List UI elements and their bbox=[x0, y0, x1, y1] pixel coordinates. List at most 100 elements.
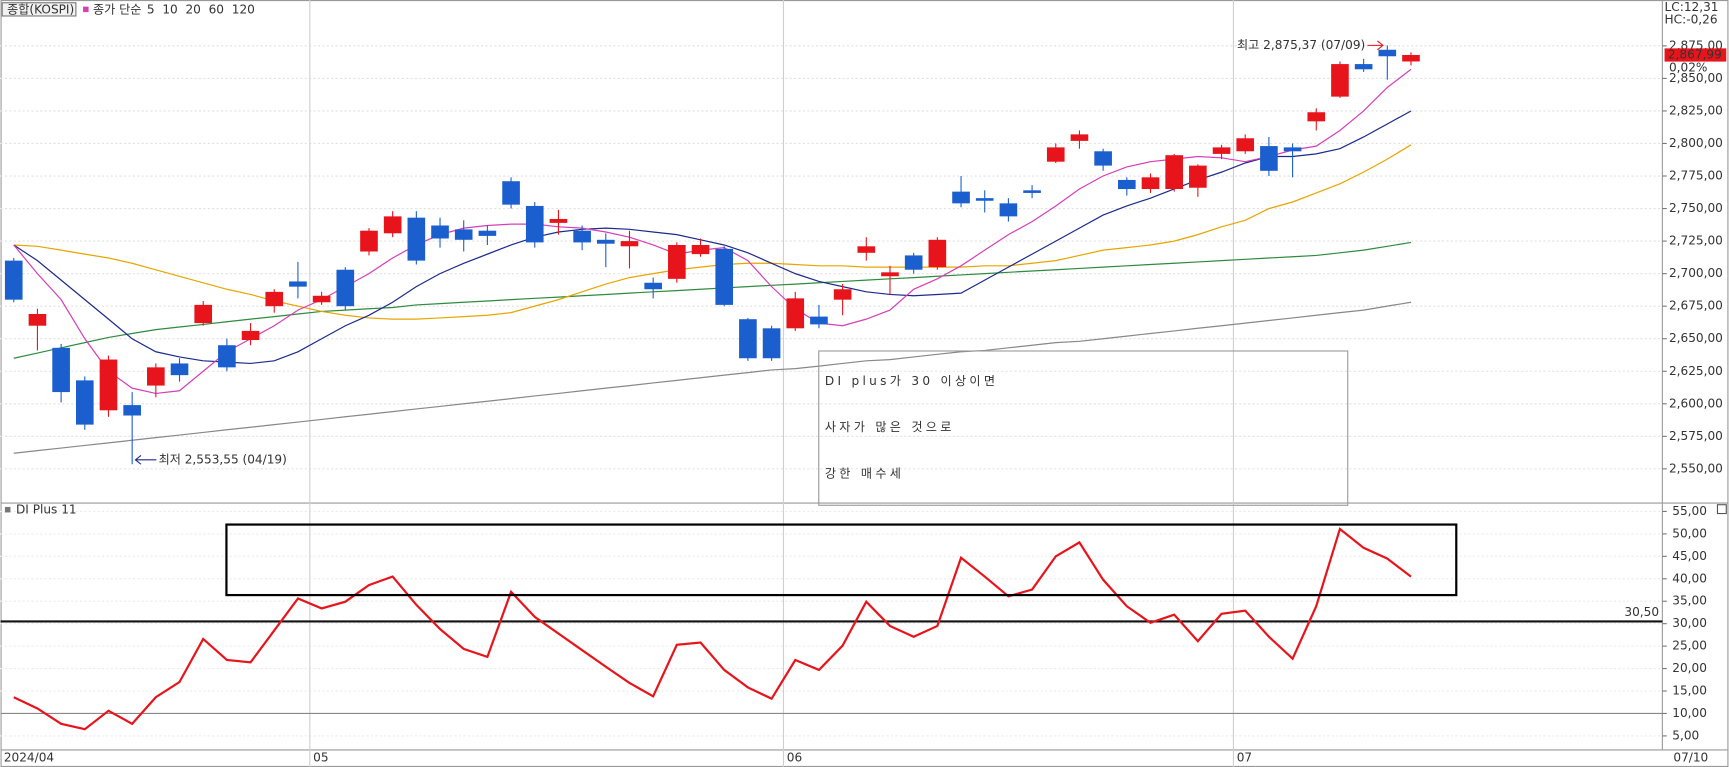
candle-body bbox=[1165, 155, 1183, 190]
x-tick-label: 2024/04 bbox=[4, 751, 55, 765]
legend-entry: 5 bbox=[147, 2, 155, 16]
change: 0,02% bbox=[1669, 61, 1707, 75]
ma-label: 종가 단순 bbox=[93, 2, 141, 16]
legend-entry: 10 bbox=[162, 2, 177, 16]
y-tick-label: 5,00 bbox=[1672, 728, 1699, 742]
candle-body bbox=[952, 191, 970, 204]
candle-body bbox=[218, 345, 236, 368]
candle-body bbox=[596, 239, 615, 244]
y-tick-label: 55,00 bbox=[1672, 504, 1707, 518]
candle-body bbox=[194, 304, 213, 324]
candle-body bbox=[715, 248, 734, 305]
lc-label: LC:12,31 bbox=[1665, 0, 1719, 14]
y-tick-label: 50,00 bbox=[1672, 526, 1707, 540]
candle-body bbox=[1189, 165, 1207, 188]
highlight-box bbox=[225, 523, 1458, 597]
high-label: 최고 2,875,37 (07/09) bbox=[1237, 38, 1365, 52]
candle-body bbox=[502, 181, 520, 205]
candle-body bbox=[1046, 147, 1065, 162]
candle-body bbox=[4, 260, 23, 300]
y-tick-label: 2,825,00 bbox=[1669, 103, 1723, 117]
candle-body bbox=[170, 363, 189, 376]
candle-body bbox=[28, 313, 47, 326]
y-tick-label: 2,700,00 bbox=[1669, 266, 1723, 280]
candle-body bbox=[1212, 147, 1231, 154]
candle-body bbox=[1378, 49, 1397, 57]
hc-label: HC:-0,26 bbox=[1665, 12, 1718, 26]
candle-body bbox=[668, 245, 686, 279]
y-tick-label: 2,775,00 bbox=[1669, 169, 1723, 183]
y-tick-label: 45,00 bbox=[1672, 549, 1707, 563]
candle-body bbox=[454, 229, 473, 240]
candle-body bbox=[123, 405, 141, 416]
high-arrow bbox=[1367, 40, 1384, 51]
candle-body bbox=[1307, 112, 1326, 122]
x-end-label: 07/10 bbox=[1673, 751, 1708, 765]
y-tick-label: 2,625,00 bbox=[1669, 364, 1723, 378]
x-tick-label: 07 bbox=[1237, 751, 1252, 765]
overlay: 종합(KOSPI) 종가 단순 5 10 20 60 120 DI Plus 11 최고 2,8… bbox=[1, 0, 1727, 517]
legend-entry: 20 bbox=[185, 2, 200, 16]
index-box bbox=[1, 2, 77, 17]
marks: 30,50 bbox=[0, 45, 1663, 731]
y-tick-label: 2,650,00 bbox=[1669, 331, 1723, 345]
candle-body bbox=[431, 225, 449, 239]
y-tick-label: 40,00 bbox=[1672, 571, 1707, 585]
y-tick-label: 2,800,00 bbox=[1669, 136, 1723, 150]
candle-body bbox=[383, 216, 402, 234]
candle-body bbox=[833, 289, 852, 300]
candle-body bbox=[407, 217, 426, 261]
candle-body bbox=[1117, 179, 1136, 190]
candle-body bbox=[478, 230, 497, 236]
candle-body bbox=[312, 295, 331, 303]
y-tick-label: 30,00 bbox=[1672, 616, 1707, 630]
y-tick-label: 2,575,00 bbox=[1669, 429, 1723, 443]
legend-entry: 120 bbox=[232, 2, 255, 16]
y-tick-label: 2,750,00 bbox=[1669, 201, 1723, 215]
note-text: 사자가 많은 것으로 bbox=[825, 420, 955, 434]
candle-body bbox=[99, 359, 118, 411]
low-label: 최저 2,553,55 (04/19) bbox=[159, 452, 287, 466]
note-box bbox=[818, 350, 1349, 506]
candle-body bbox=[1094, 151, 1112, 166]
candle-body bbox=[1070, 134, 1089, 141]
candle-body bbox=[904, 255, 923, 270]
panel-icon bbox=[1716, 504, 1727, 515]
last-price: 2,867,99 bbox=[1668, 47, 1722, 61]
candle-body bbox=[52, 347, 70, 393]
candle-body bbox=[75, 380, 94, 425]
y-tick-label: 15,00 bbox=[1672, 684, 1707, 698]
candle-body bbox=[525, 205, 544, 243]
candle-body bbox=[1260, 146, 1278, 171]
legend-marker bbox=[83, 6, 89, 13]
candle-body bbox=[1283, 147, 1302, 152]
candle-body bbox=[691, 245, 710, 255]
y-tick-label: 2,675,00 bbox=[1669, 299, 1723, 313]
moving-average bbox=[13, 241, 1412, 359]
y-tick-label: 2,725,00 bbox=[1669, 234, 1723, 248]
last-price-box bbox=[1664, 48, 1727, 62]
candle-body bbox=[762, 328, 781, 359]
y-tick-label: 2,600,00 bbox=[1669, 396, 1723, 410]
candle-body bbox=[147, 367, 165, 386]
candle-body bbox=[857, 246, 876, 253]
candle-body bbox=[786, 298, 805, 329]
candle-body bbox=[644, 282, 662, 290]
y-tick-label: 10,00 bbox=[1672, 706, 1707, 720]
candle-body bbox=[265, 291, 284, 307]
reference-label: 30,50 bbox=[1624, 605, 1659, 619]
x-tick-label: 06 bbox=[787, 751, 802, 765]
candle-body bbox=[1402, 54, 1420, 62]
y-tick-label: 2,850,00 bbox=[1669, 71, 1723, 85]
candle-body bbox=[1236, 138, 1255, 152]
y-tick-label: 2,550,00 bbox=[1669, 461, 1723, 475]
di-line bbox=[13, 527, 1412, 731]
candle-body bbox=[975, 198, 994, 201]
candle-body bbox=[1023, 190, 1041, 193]
candle-body bbox=[999, 203, 1018, 217]
candle-body bbox=[1331, 64, 1349, 97]
x-tick-label: 05 bbox=[313, 751, 328, 765]
candle-body bbox=[1141, 177, 1160, 190]
